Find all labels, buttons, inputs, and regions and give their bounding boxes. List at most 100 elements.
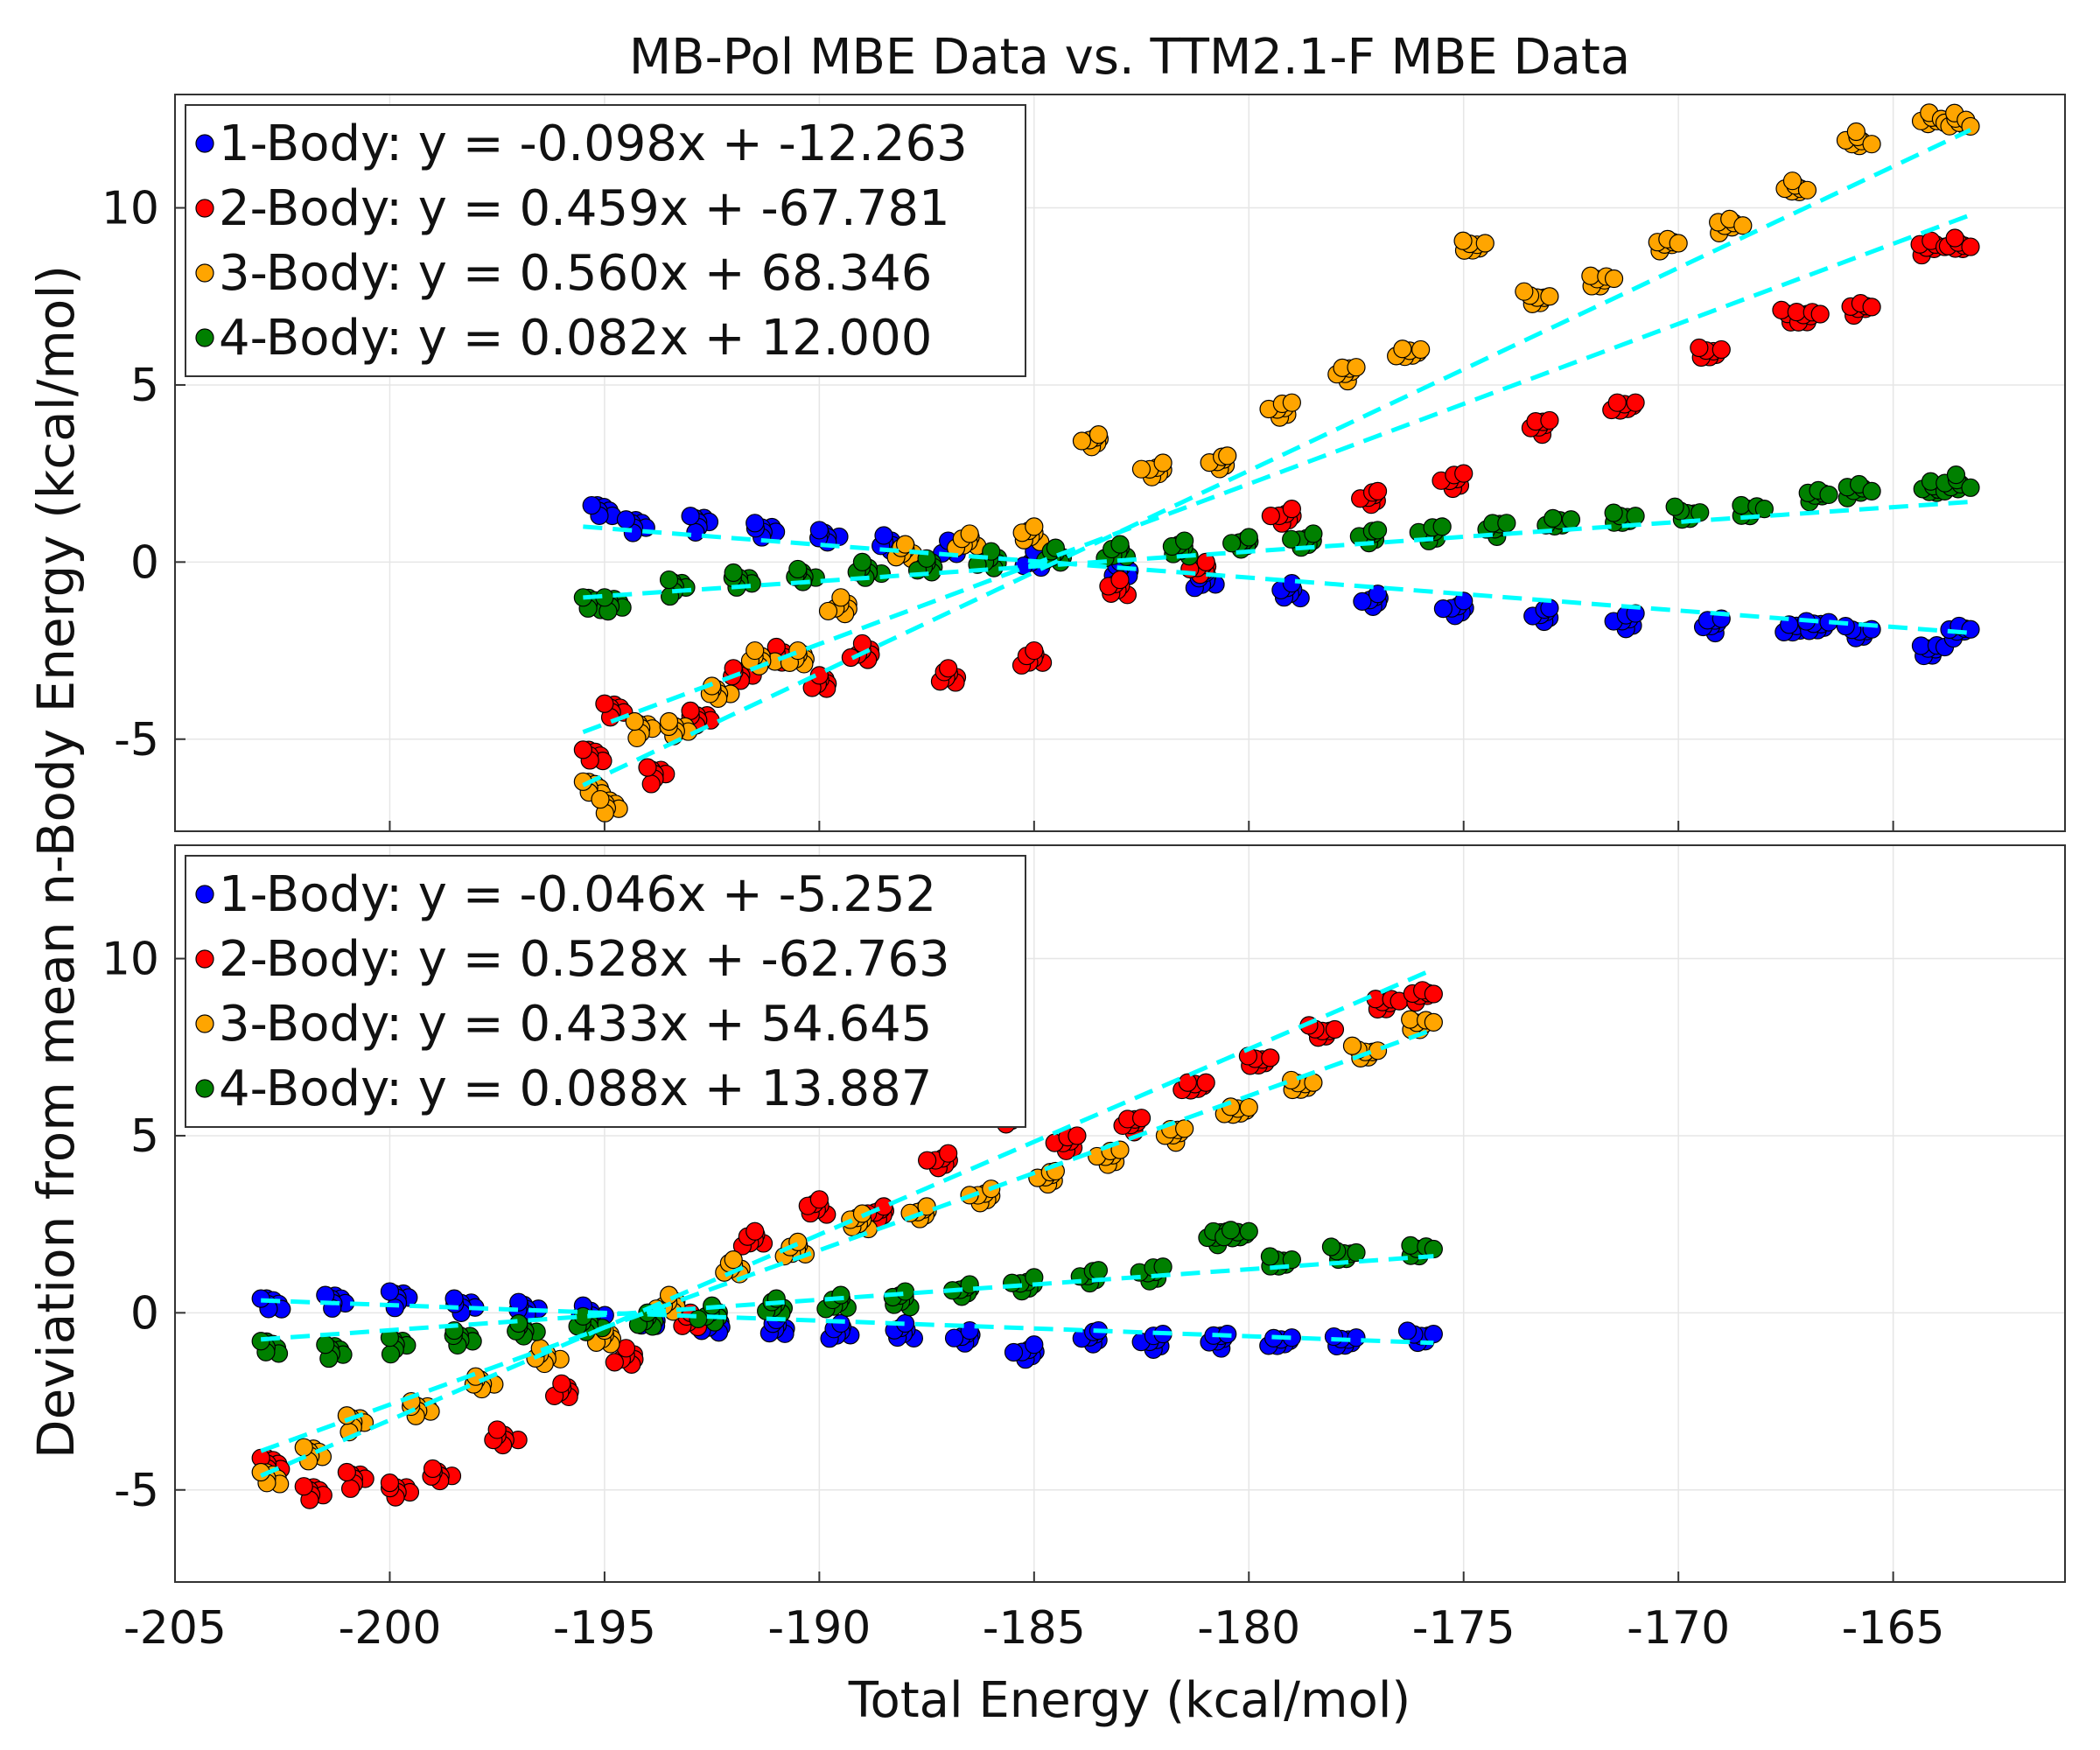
data-point [1946, 465, 1966, 485]
data-point [1862, 135, 1881, 154]
data-point [1088, 1261, 1109, 1280]
data-point [1819, 485, 1838, 505]
data-point [1626, 393, 1645, 412]
fit-line [582, 128, 1972, 788]
plot-frame [174, 94, 2066, 832]
data-point [641, 774, 661, 794]
data-point [1239, 1097, 1258, 1117]
data-point [1131, 1109, 1152, 1128]
data-point [1961, 478, 1980, 497]
data-point [1321, 1237, 1341, 1256]
data-point [1088, 425, 1109, 444]
data-point [1282, 1250, 1301, 1270]
data-point [1153, 453, 1172, 472]
data-point [625, 711, 644, 732]
data-point [1397, 1321, 1418, 1340]
legend-entry: 4-Body: y = 0.088x + 13.887 [219, 1060, 932, 1117]
legend-marker [195, 949, 214, 969]
y-axis-label: Deviation from mean n-Body Energy (kcal/… [26, 265, 86, 1459]
series-4-Body [251, 1221, 1443, 1368]
data-point [960, 524, 979, 543]
data-point [1604, 503, 1623, 522]
fit-line [583, 524, 1971, 635]
x-tick-label: -205 [123, 1602, 227, 1655]
data-point [1665, 497, 1684, 516]
data-point [1810, 304, 1830, 324]
data-point [380, 1474, 400, 1493]
data-point [1353, 592, 1372, 611]
data-point [874, 526, 893, 545]
data-point [659, 711, 679, 732]
data-point [552, 1374, 571, 1393]
data-point [1025, 640, 1044, 661]
data-point [1401, 1010, 1420, 1029]
data-point [1239, 528, 1258, 547]
series-2-Body [251, 981, 1443, 1509]
fit-line [261, 1298, 1434, 1346]
data-point [1961, 620, 1980, 639]
legend-entry: 1-Body: y = -0.046x + -5.252 [219, 866, 936, 923]
data-point [1732, 495, 1751, 515]
data-point [337, 1462, 356, 1482]
data-point [1347, 1242, 1366, 1263]
data-point [1424, 1012, 1443, 1032]
legend-box [185, 855, 1026, 1128]
data-point [874, 1197, 893, 1216]
data-point [444, 1289, 464, 1308]
legend-marker [195, 134, 214, 153]
data-point [1218, 446, 1237, 466]
data-point [1561, 510, 1581, 529]
legend-box [185, 104, 1026, 377]
legend: 1-Body: y = -0.046x + -5.252 2-Body: y = … [185, 855, 1026, 1128]
fit-line [261, 1254, 1434, 1342]
data-point [724, 563, 743, 583]
data-point [1368, 1041, 1388, 1060]
y-tick-label: 5 [130, 360, 159, 412]
y-tick-label: 0 [130, 1287, 159, 1340]
data-point [960, 1320, 979, 1340]
x-tick-label: -180 [1197, 1602, 1300, 1655]
data-point [423, 1459, 443, 1479]
y-tick-label: 10 [102, 934, 159, 986]
legend-marker [195, 328, 214, 347]
y-tick-label: 10 [102, 183, 159, 235]
data-point [1945, 228, 1964, 248]
data-point [573, 740, 592, 760]
data-point [1836, 617, 1855, 636]
fit-line [583, 500, 1971, 600]
legend-entry: 2-Body: y = 0.528x + -62.763 [219, 931, 950, 988]
data-point [1669, 234, 1688, 253]
data-point [1862, 481, 1881, 500]
data-point [1282, 393, 1301, 412]
data-point [1368, 481, 1388, 500]
series-3-Body [573, 103, 1980, 822]
plot-frame [174, 844, 2066, 1583]
data-point [1002, 1273, 1022, 1292]
data-point [591, 789, 610, 809]
data-point [1581, 266, 1600, 285]
data-point [1782, 172, 1802, 191]
data-point [1540, 287, 1559, 306]
data-point [1475, 234, 1494, 253]
data-point [659, 570, 679, 590]
legend-marker [195, 885, 214, 904]
data-point [1282, 500, 1301, 519]
fit-line [260, 967, 1435, 1478]
fit-line [582, 213, 1971, 734]
data-point [487, 1420, 507, 1439]
data-point [1754, 500, 1774, 519]
data-point [1626, 507, 1645, 526]
data-point [1110, 570, 1130, 590]
data-point [681, 701, 700, 720]
data-point [1261, 507, 1280, 526]
legend-marker [195, 199, 214, 218]
legend: 1-Body: y = -0.098x + -12.263 2-Body: y =… [185, 104, 1026, 377]
data-point [605, 1353, 624, 1372]
data-point [1862, 298, 1881, 317]
data-point [895, 535, 915, 554]
data-point [831, 588, 850, 607]
data-point [294, 1477, 313, 1496]
legend-marker [195, 263, 214, 283]
data-point [831, 1285, 850, 1305]
data-point [1424, 984, 1443, 1004]
